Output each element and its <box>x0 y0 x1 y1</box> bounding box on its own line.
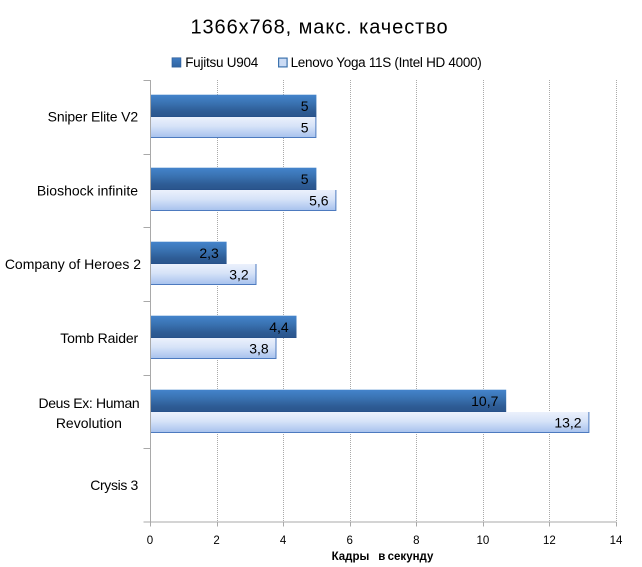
svg-text:3,2: 3,2 <box>229 266 249 282</box>
svg-text:5,6: 5,6 <box>309 192 329 208</box>
svg-text:Crysis 3: Crysis 3 <box>90 477 138 493</box>
svg-text:Sniper Elite V2: Sniper Elite V2 <box>48 109 139 125</box>
svg-text:2: 2 <box>213 535 219 547</box>
svg-text:2,3: 2,3 <box>199 245 219 261</box>
svg-text:Tomb Raider: Tomb Raider <box>60 330 138 346</box>
svg-text:Кадры в секунду: Кадры в секунду <box>332 551 434 563</box>
svg-text:4,4: 4,4 <box>269 319 289 335</box>
svg-text:5: 5 <box>301 98 309 114</box>
svg-text:5: 5 <box>301 119 309 135</box>
svg-text:5: 5 <box>301 171 309 187</box>
svg-text:12: 12 <box>543 535 556 547</box>
svg-text:8: 8 <box>413 535 419 547</box>
svg-text:Fujitsu U904: Fujitsu U904 <box>185 55 259 70</box>
svg-text:4: 4 <box>280 535 287 547</box>
svg-text:Revolution: Revolution <box>56 415 122 431</box>
svg-text:10,7: 10,7 <box>471 393 498 409</box>
svg-text:10: 10 <box>477 535 490 547</box>
svg-text:Bioshock infinite: Bioshock infinite <box>37 182 138 198</box>
svg-text:0: 0 <box>147 535 153 547</box>
svg-text:Deus Ex: Human: Deus Ex: Human <box>38 395 139 411</box>
svg-text:13,2: 13,2 <box>554 414 581 430</box>
svg-text:1366x768, макс. качество: 1366x768, макс. качество <box>190 17 448 39</box>
svg-text:6: 6 <box>346 535 352 547</box>
svg-text:Company of Heroes 2: Company of Heroes 2 <box>5 256 141 272</box>
svg-text:14: 14 <box>610 535 623 547</box>
svg-text:3,8: 3,8 <box>249 340 269 356</box>
svg-text:Lenovo Yoga 11S (Intel HD 4000: Lenovo Yoga 11S (Intel HD 4000) <box>291 55 482 70</box>
